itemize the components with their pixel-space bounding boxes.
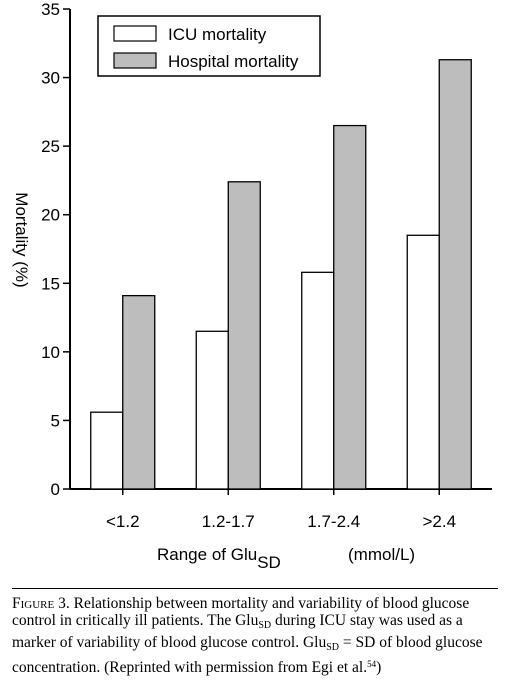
legend-label: ICU mortality [168, 25, 267, 44]
y-tick-label: 25 [41, 137, 60, 156]
caption-sub-1: SD [258, 620, 272, 631]
x-tick-label: >2.4 [422, 512, 456, 531]
x-axis-title-unit: (mmol/L) [348, 545, 415, 564]
y-tick-label: 35 [41, 0, 60, 19]
bar-hospital-mortality [438, 59, 472, 490]
bar-chart: 0 5 10 15 20 25 30 35 <1.2 1.2-1.7 1.7-2.4 >2.4 Mort… [12, 0, 492, 572]
bar-hospital-mortality [227, 181, 261, 490]
bar-icu-mortality [90, 411, 124, 490]
bar-hospital-mortality [122, 294, 156, 490]
bar-icu-mortality [195, 330, 229, 490]
x-axis-title-subscript: SD [257, 553, 281, 572]
caption-text-1: Relationship between mortality and varia… [12, 595, 470, 629]
legend-swatch [113, 52, 157, 69]
bar-icu-mortality [406, 234, 440, 490]
caption-label: Figure 3. [12, 595, 70, 612]
y-tick-label: 0 [51, 480, 60, 499]
caption-text-4: ) [376, 659, 382, 676]
caption-reference: 54 [367, 659, 377, 669]
caption-text-2: during ICU stay was used as a marker of … [12, 612, 463, 651]
y-tick-label: 30 [41, 69, 60, 88]
figure-caption: Figure 3. Relationship between mortality… [12, 588, 498, 676]
bar-icu-mortality [301, 271, 335, 490]
y-tick-label: 15 [41, 274, 60, 293]
x-tick-label: <1.2 [106, 512, 140, 531]
bar-hospital-mortality [333, 124, 367, 490]
legend-swatch [113, 25, 157, 42]
x-axis-title-main: Range of Glu [157, 545, 257, 564]
caption-text-3: = SD of blood glucose concentration. (Re… [12, 634, 483, 676]
x-tick-label: 1.7-2.4 [307, 512, 360, 531]
x-axis-title: Range of GluSD [157, 545, 281, 572]
y-tick-label: 20 [41, 206, 60, 225]
x-tick-label: 1.2-1.7 [202, 512, 255, 531]
y-tick-label: 5 [51, 411, 60, 430]
y-axis-title: Mortality (%) [12, 192, 31, 287]
legend-label: Hospital mortality [168, 52, 299, 71]
y-tick-label: 10 [41, 343, 60, 362]
caption-sub-2: SD [326, 642, 340, 653]
